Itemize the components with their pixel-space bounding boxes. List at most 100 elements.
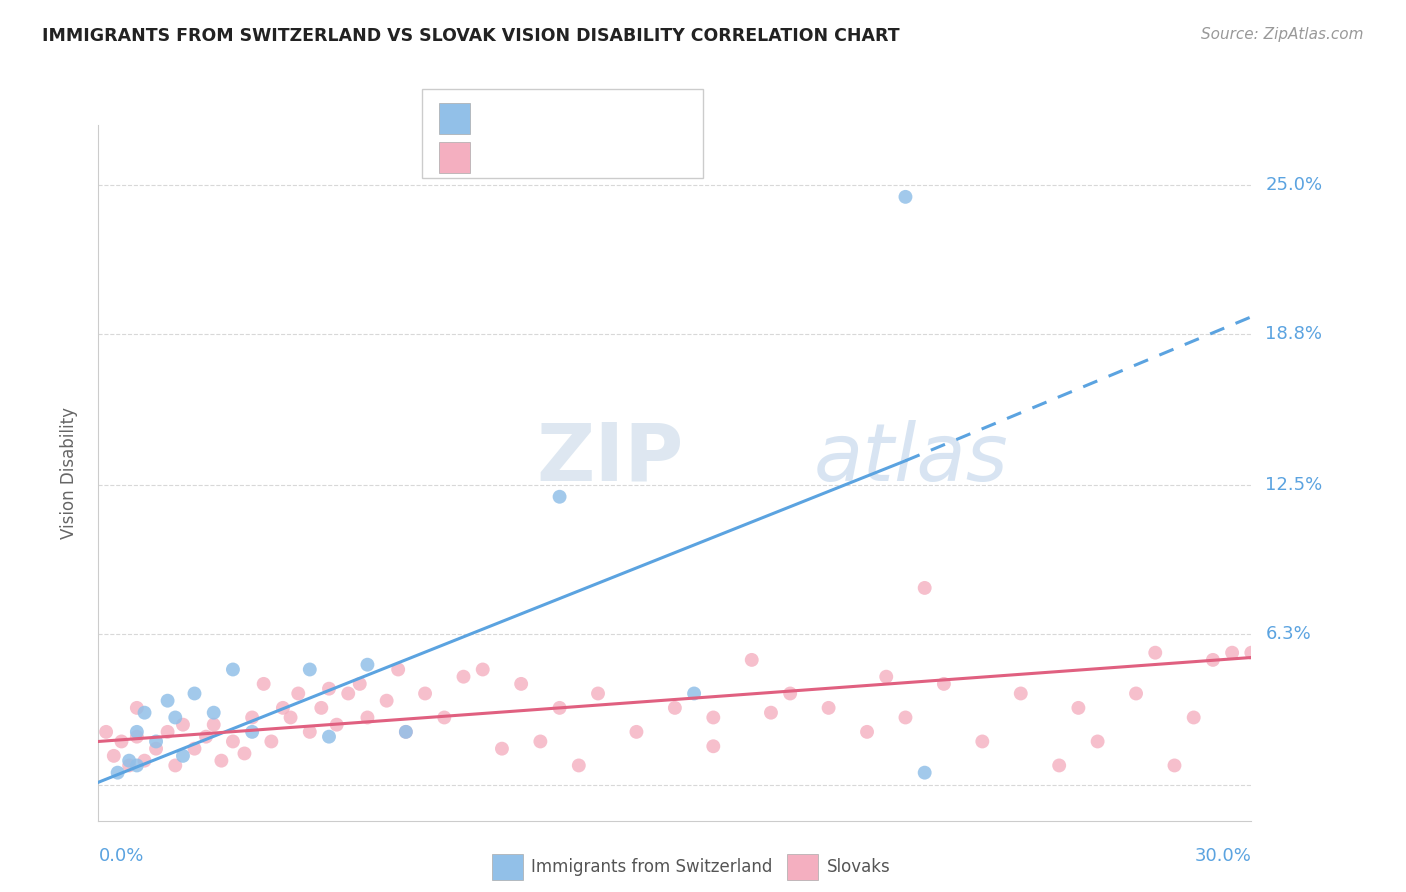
- Text: IMMIGRANTS FROM SWITZERLAND VS SLOVAK VISION DISABILITY CORRELATION CHART: IMMIGRANTS FROM SWITZERLAND VS SLOVAK VI…: [42, 27, 900, 45]
- Point: [134, 754, 156, 768]
- Point: [932, 677, 955, 691]
- Point: [1067, 701, 1090, 715]
- Point: [548, 490, 571, 504]
- Point: [271, 701, 294, 715]
- Point: [356, 710, 378, 724]
- Point: [491, 741, 513, 756]
- Point: [702, 710, 724, 724]
- Point: [741, 653, 763, 667]
- Point: [586, 686, 609, 700]
- Point: [568, 758, 591, 772]
- Point: [1144, 646, 1167, 660]
- Point: [240, 710, 263, 724]
- Point: [510, 677, 533, 691]
- Point: [395, 724, 418, 739]
- Point: [779, 686, 801, 700]
- Point: [125, 758, 148, 772]
- Point: [260, 734, 283, 748]
- Point: [1182, 710, 1205, 724]
- Point: [683, 686, 706, 700]
- Point: [165, 758, 187, 772]
- Point: [202, 706, 225, 720]
- Point: [298, 724, 321, 739]
- Point: [125, 730, 148, 744]
- Point: [172, 748, 194, 763]
- Point: [413, 686, 436, 700]
- Point: [240, 724, 263, 739]
- Text: atlas: atlas: [813, 420, 1008, 498]
- Point: [702, 739, 724, 754]
- Point: [1010, 686, 1032, 700]
- Point: [318, 681, 340, 696]
- Text: 18.8%: 18.8%: [1265, 325, 1323, 343]
- Point: [107, 765, 129, 780]
- Point: [349, 677, 371, 691]
- Point: [894, 710, 917, 724]
- Point: [172, 717, 194, 731]
- Text: 12.5%: 12.5%: [1265, 475, 1323, 494]
- Point: [972, 734, 994, 748]
- Point: [280, 710, 302, 724]
- Point: [1125, 686, 1147, 700]
- Point: [287, 686, 309, 700]
- Text: ZIP: ZIP: [537, 420, 683, 498]
- Point: [914, 581, 936, 595]
- Point: [1240, 646, 1263, 660]
- Point: [1163, 758, 1185, 772]
- Point: [626, 724, 648, 739]
- Point: [183, 686, 205, 700]
- Point: [183, 741, 205, 756]
- Point: [817, 701, 839, 715]
- Point: [195, 730, 218, 744]
- Text: 6.3%: 6.3%: [1265, 624, 1312, 642]
- Point: [875, 670, 897, 684]
- Text: 25.0%: 25.0%: [1265, 176, 1323, 194]
- Text: R = 0.767   N = 21: R = 0.767 N = 21: [481, 110, 651, 128]
- Point: [433, 710, 456, 724]
- Point: [311, 701, 333, 715]
- Point: [145, 734, 167, 748]
- Point: [894, 190, 917, 204]
- Point: [209, 754, 232, 768]
- Point: [529, 734, 551, 748]
- Point: [471, 663, 494, 677]
- Point: [356, 657, 378, 672]
- Text: 30.0%: 30.0%: [1195, 847, 1251, 865]
- Point: [110, 734, 132, 748]
- Point: [253, 677, 276, 691]
- Point: [1220, 646, 1243, 660]
- Point: [156, 724, 179, 739]
- Text: Source: ZipAtlas.com: Source: ZipAtlas.com: [1201, 27, 1364, 42]
- Y-axis label: Vision Disability: Vision Disability: [59, 407, 77, 539]
- Point: [145, 741, 167, 756]
- Text: R = 0.238   N = 68: R = 0.238 N = 68: [481, 149, 651, 167]
- Point: [664, 701, 686, 715]
- Text: 0.0%: 0.0%: [98, 847, 143, 865]
- Point: [125, 724, 148, 739]
- Point: [453, 670, 475, 684]
- Point: [298, 663, 321, 677]
- Point: [914, 765, 936, 780]
- Point: [94, 724, 117, 739]
- Point: [318, 730, 340, 744]
- Point: [202, 717, 225, 731]
- Point: [1202, 653, 1225, 667]
- Text: Immigrants from Switzerland: Immigrants from Switzerland: [531, 858, 773, 876]
- Point: [1087, 734, 1109, 748]
- Point: [337, 686, 360, 700]
- Point: [1047, 758, 1070, 772]
- Point: [134, 706, 156, 720]
- Point: [118, 758, 141, 772]
- Point: [222, 734, 245, 748]
- Text: Slovaks: Slovaks: [827, 858, 890, 876]
- Point: [856, 724, 879, 739]
- Point: [395, 724, 418, 739]
- Point: [325, 717, 347, 731]
- Point: [165, 710, 187, 724]
- Point: [125, 701, 148, 715]
- Point: [222, 663, 245, 677]
- Point: [103, 748, 125, 763]
- Point: [233, 747, 256, 761]
- Point: [759, 706, 782, 720]
- Point: [387, 663, 409, 677]
